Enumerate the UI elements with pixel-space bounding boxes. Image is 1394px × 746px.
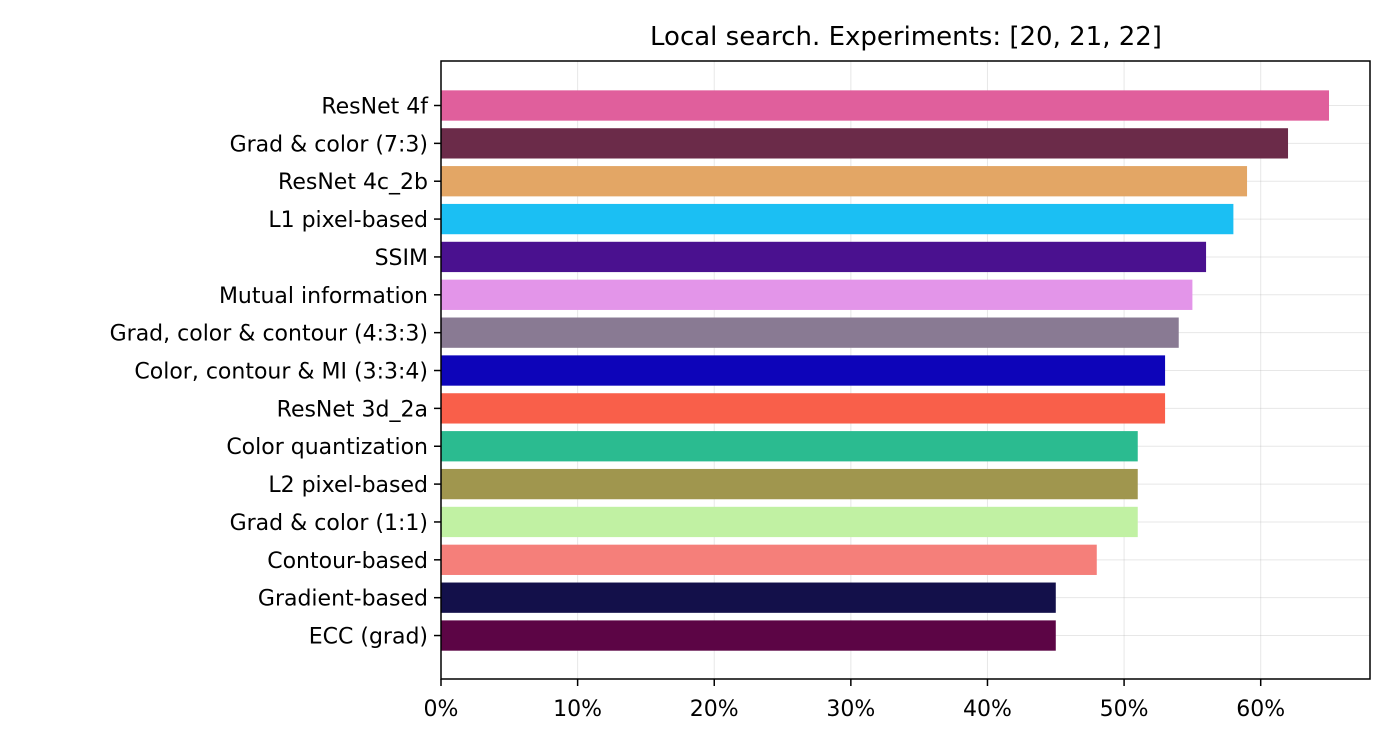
y-tick-label: Color quantization	[226, 435, 428, 460]
x-tick-label: 10%	[553, 697, 602, 722]
y-tick-label: ResNet 4c_2b	[278, 170, 428, 195]
bar	[441, 241, 1207, 273]
y-tick-label: L2 pixel-based	[268, 473, 428, 498]
y-axis-ticks: ResNet 4f Grad & color (7:3) ResNet 4c_2b L…	[110, 95, 441, 650]
bar	[441, 506, 1138, 538]
y-tick-label: Mutual information	[219, 284, 428, 309]
bar	[441, 544, 1097, 575]
y-tick-label: ResNet 3d_2a	[277, 397, 428, 422]
chart-title: Local search. Experiments: [20, 21, 22]	[650, 22, 1162, 52]
bar	[441, 468, 1138, 500]
bar	[441, 620, 1056, 651]
bar	[441, 355, 1166, 386]
bar	[441, 317, 1179, 348]
x-tick-label: 40%	[963, 697, 1012, 722]
bar	[441, 279, 1193, 310]
x-tick-label: 30%	[826, 697, 875, 722]
y-tick-label: Grad, color & contour (4:3:3)	[110, 322, 428, 347]
y-tick-label: Gradient-based	[258, 587, 428, 612]
bar	[441, 203, 1234, 235]
x-tick-label: 60%	[1236, 697, 1285, 722]
y-tick-label: Color, contour & MI (3:3:4)	[134, 360, 428, 385]
x-axis-ticks: 0% 10% 20% 30% 40% 50% 60%	[424, 679, 1285, 722]
bar	[441, 128, 1289, 159]
y-tick-label: Grad & color (1:1)	[230, 511, 428, 536]
y-tick-label: ECC (grad)	[309, 625, 428, 650]
x-tick-label: 50%	[1100, 697, 1149, 722]
y-tick-label: ResNet 4f	[321, 95, 429, 120]
bar	[441, 90, 1330, 121]
y-tick-label: L1 pixel-based	[268, 208, 428, 233]
x-tick-label: 20%	[690, 697, 739, 722]
bar	[441, 393, 1166, 424]
bar	[441, 166, 1248, 197]
y-tick-label: Grad & color (7:3)	[230, 132, 428, 157]
bar	[441, 431, 1138, 462]
bar	[441, 582, 1056, 613]
y-tick-label: Contour-based	[267, 549, 428, 574]
y-tick-label: SSIM	[375, 246, 428, 271]
bars	[441, 90, 1330, 651]
x-tick-label: 0%	[424, 697, 459, 722]
